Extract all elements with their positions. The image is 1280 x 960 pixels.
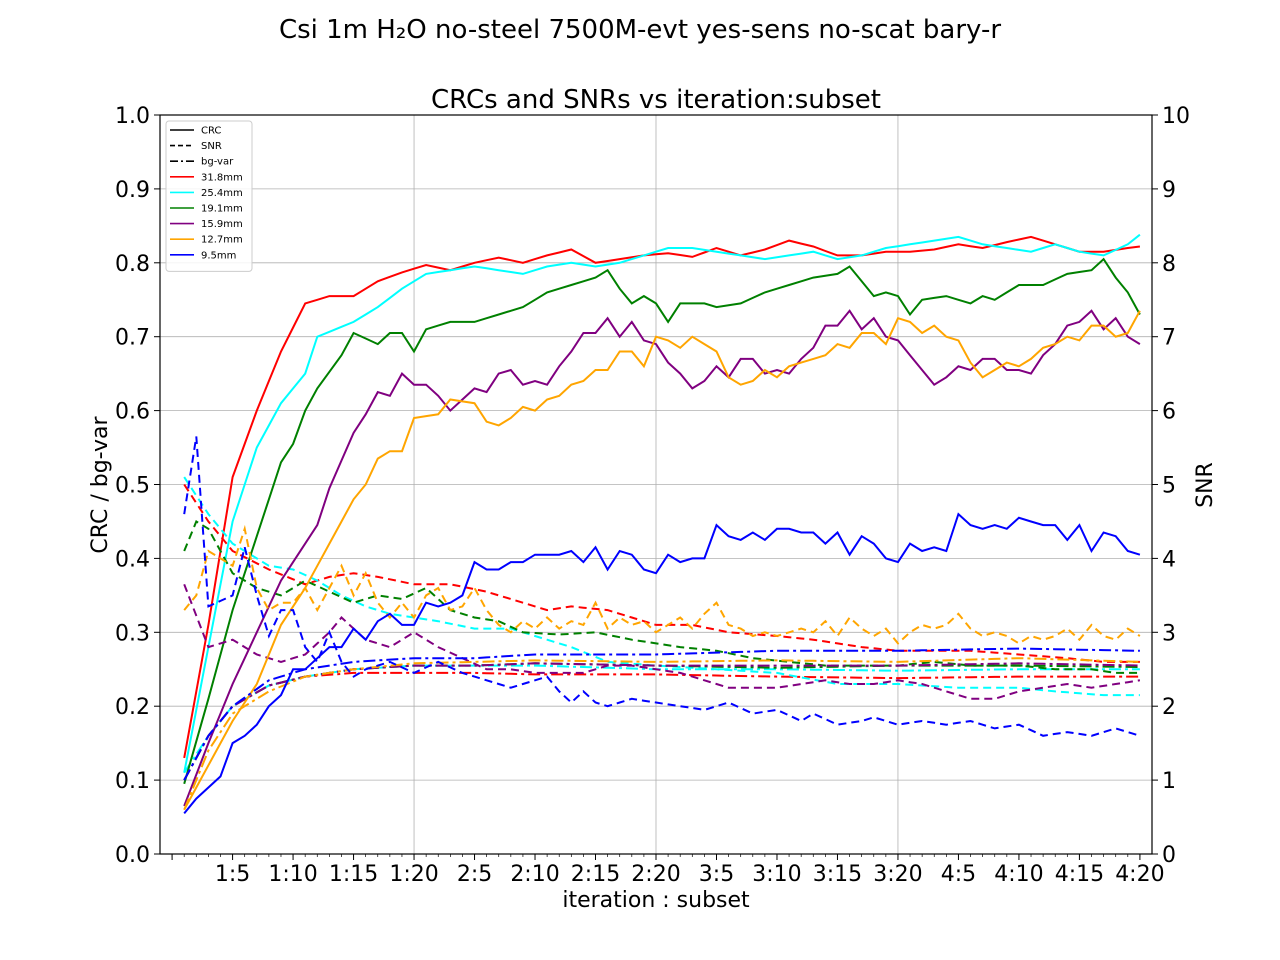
legend-label: 31.8mm	[201, 172, 243, 183]
bg-var-line	[183, 671, 1140, 781]
x-tick-label: 4:20	[1115, 862, 1164, 887]
series-15.9mm	[183, 309, 1141, 807]
y-right-tick-label: 9	[1162, 178, 1176, 203]
grid-lines	[160, 115, 1152, 854]
y-right-tick-label: 7	[1162, 326, 1176, 351]
legend-label: CRC	[201, 126, 221, 137]
bg-var-line	[183, 664, 1140, 774]
x-tick-label: 3:10	[752, 862, 801, 887]
crc-line	[183, 235, 1141, 759]
x-tick-label: 2:5	[457, 862, 492, 887]
x-tick-label: 2:15	[571, 862, 620, 887]
legend-label: 15.9mm	[201, 219, 243, 230]
crc-line	[183, 512, 1141, 815]
series-31.8mm	[183, 235, 1141, 781]
y-right-tick-label: 10	[1162, 104, 1190, 129]
chart-title: CRCs and SNRs vs iteration:subset	[431, 85, 881, 115]
y-right-tick-label: 5	[1162, 474, 1176, 499]
legend: CRC SNR bg-var 31.8mm 25.4mm 19.1mm 15.9mm 12.7…	[165, 120, 253, 272]
bg-var-line	[183, 647, 1140, 781]
y-left-tick-label: 0.8	[115, 252, 150, 277]
legend-label: bg-var	[201, 157, 234, 168]
crc-line	[183, 233, 1141, 773]
y-right-tick-label: 0	[1162, 843, 1176, 868]
x-tick-label: 3:20	[873, 862, 922, 887]
y-left-tick-label: 0.5	[115, 474, 150, 499]
snr-line	[183, 524, 1141, 645]
y-left-tick-label: 0.7	[115, 326, 150, 351]
crc-line	[183, 257, 1141, 785]
y-left-tick-label: 0.3	[115, 621, 150, 646]
crc-line	[183, 309, 1141, 807]
series-25.4mm	[183, 233, 1141, 774]
snr-line	[183, 583, 1141, 700]
y-axis-right-label: SNR	[1193, 462, 1218, 508]
snr-line	[183, 436, 1141, 737]
x-tick-label: 2:10	[510, 862, 559, 887]
x-tick-label: 1:10	[268, 862, 317, 887]
x-tick-label: 1:5	[215, 862, 250, 887]
snr-line	[183, 520, 1140, 674]
legend-label: 25.4mm	[201, 188, 243, 199]
y-left-tick-label: 0.9	[115, 178, 150, 203]
x-tick-label: 1:20	[389, 862, 438, 887]
bg-var-line	[183, 662, 1140, 781]
x-tick-label: 4:5	[941, 862, 976, 887]
x-tick-label: 1:15	[329, 862, 378, 887]
y-left-tick-label: 0.2	[115, 695, 150, 720]
y-right-tick-label: 2	[1162, 695, 1176, 720]
crc-line	[183, 310, 1141, 811]
y-right-tick-label: 4	[1162, 547, 1176, 572]
y-axis-left-label: CRC / bg-var	[88, 415, 113, 553]
figure-suptitle: Csi 1m H₂O no-steel 7500M-evt yes-sens n…	[279, 15, 1001, 45]
y-left-tick-label: 0.1	[115, 769, 150, 794]
y-left-tick-label: 1.0	[115, 104, 150, 129]
x-tick-label: 3:15	[813, 862, 862, 887]
series-9.5mm	[183, 436, 1141, 815]
y-right-tick-label: 1	[1162, 769, 1176, 794]
bg-var-line	[183, 657, 1140, 811]
legend-label: 12.7mm	[201, 235, 243, 246]
x-tick-label: 3:5	[699, 862, 734, 887]
legend-label: SNR	[201, 141, 222, 152]
series-19.1mm	[183, 257, 1141, 785]
y-right-tick-label: 8	[1162, 252, 1176, 277]
y-right-tick-label: 6	[1162, 400, 1176, 425]
snr-line	[183, 483, 1140, 663]
legend-label: 19.1mm	[201, 204, 243, 215]
series-12.7mm	[183, 310, 1141, 811]
legend-box	[165, 120, 253, 272]
axes: 0.0 0.1 0.2 0.3 0.4 0.5 0.6 0.7 0.8 0.9 1.0 0 1 2 3 4 5 6…	[115, 104, 1190, 887]
y-left-tick-label: 0.4	[115, 547, 150, 572]
snr-line	[183, 476, 1140, 697]
series-lines	[183, 233, 1141, 815]
x-tick-label: 2:20	[631, 862, 680, 887]
y-left-tick-label: 0.0	[115, 843, 150, 868]
x-tick-label: 4:15	[1055, 862, 1104, 887]
x-tick-label: 4:10	[994, 862, 1043, 887]
bg-var-line	[183, 662, 1140, 781]
y-right-tick-label: 3	[1162, 621, 1176, 646]
y-left-tick-label: 0.6	[115, 400, 150, 425]
x-axis-label: iteration : subset	[562, 888, 750, 913]
legend-label: 9.5mm	[201, 250, 236, 261]
